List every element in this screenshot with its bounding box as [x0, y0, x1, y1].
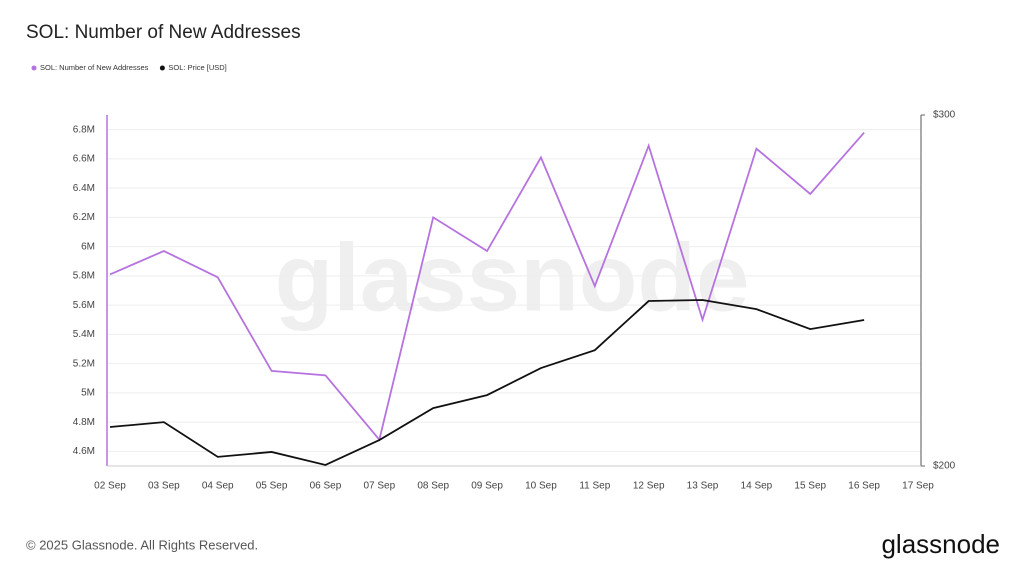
y2-tick-label: $300 [933, 110, 956, 121]
y-tick-label: 6.2M [73, 212, 95, 223]
y-tick-label: 6.4M [73, 183, 95, 194]
x-tick-label: 09 Sep [471, 481, 503, 492]
x-tick-label: 05 Sep [256, 481, 288, 492]
series-line [109, 131, 865, 442]
y-tick-label: 5.6M [73, 300, 95, 311]
y-tick-label: 5M [81, 388, 95, 399]
legend-marker [31, 65, 37, 71]
x-tick-label: 07 Sep [363, 481, 395, 492]
x-tick-label: 02 Sep [94, 481, 126, 492]
x-tick-label: 06 Sep [310, 481, 342, 492]
x-tick-label: 14 Sep [741, 481, 773, 492]
x-tick-label: 04 Sep [202, 481, 234, 492]
legend-label: SOL: Number of New Addresses [40, 63, 149, 72]
y-tick-label: 4.6M [73, 446, 95, 457]
x-tick-label: 17 Sep [902, 481, 934, 492]
y-tick-label: 6M [81, 241, 95, 252]
x-tick-label: 16 Sep [848, 481, 880, 492]
chart-title: SOL: Number of New Addresses [26, 22, 301, 43]
footer: © 2025 Glassnode. All Rights Reserved. [26, 537, 258, 552]
x-tick-label: 13 Sep [687, 481, 719, 492]
legend-marker [159, 65, 165, 71]
y-tick-label: 5.2M [73, 358, 95, 369]
series-line [109, 299, 865, 466]
x-tick-label: 10 Sep [525, 481, 557, 492]
y-tick-label: 6.8M [73, 124, 95, 135]
x-tick-label: 03 Sep [148, 481, 180, 492]
legend-label: SOL: Price [USD] [168, 63, 226, 72]
y-tick-label: 5.4M [73, 329, 95, 340]
y2-tick-label: $200 [933, 461, 956, 472]
x-tick-label: 08 Sep [417, 481, 449, 492]
x-tick-label: 15 Sep [794, 481, 826, 492]
logo: glassnode [881, 529, 1000, 559]
y-tick-label: 5.8M [73, 271, 95, 282]
x-tick-label: 11 Sep [579, 481, 610, 492]
x-tick-label: 12 Sep [633, 481, 665, 492]
watermark: glassnode [275, 224, 750, 331]
y-tick-label: 6.6M [73, 154, 95, 165]
y-tick-label: 4.8M [73, 417, 95, 428]
